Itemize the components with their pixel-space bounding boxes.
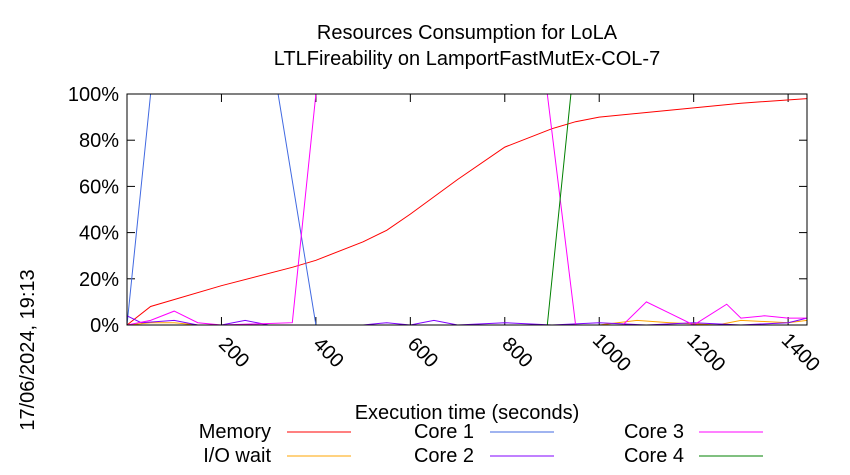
y-tick-label: 60% <box>79 176 119 198</box>
x-tick-label: 1400 <box>777 329 824 376</box>
series-line-memory <box>126 98 808 326</box>
x-tick-label: 400 <box>309 333 348 372</box>
y-axis-ticks: 0% 20% 40% 60% 80% 100% <box>68 84 807 337</box>
chart-subtitle: LTLFireability on LamportFastMutEx-COL-7 <box>274 48 660 70</box>
legend-label: Core 4 <box>624 445 684 467</box>
timestamp-label: 17/06/2024, 19:13 <box>17 269 39 430</box>
y-tick-label: 80% <box>79 130 119 152</box>
legend-label: Core 3 <box>624 421 684 443</box>
legend-label: I/O wait <box>203 445 271 467</box>
plot-frame <box>126 93 808 326</box>
y-tick-label: 100% <box>68 84 119 106</box>
x-tick-label: 1200 <box>682 329 729 376</box>
x-axis-ticks: 200 400 600 800 1000 1200 1400 <box>214 94 824 376</box>
x-tick-label: 200 <box>214 333 253 372</box>
y-tick-label: 0% <box>90 315 119 337</box>
series-line-core-3 <box>126 93 807 326</box>
y-tick-label: 20% <box>79 269 119 291</box>
x-tick-label: 600 <box>403 333 442 372</box>
series-line-core-2 <box>126 315 808 326</box>
chart-title: Resources Consumption for LoLA <box>317 22 618 44</box>
series-line-core-4 <box>127 93 807 326</box>
series-line-core-1 <box>126 93 807 326</box>
x-tick-label: 1000 <box>588 329 635 376</box>
x-tick-label: 800 <box>497 333 536 372</box>
x-axis-label: Execution time (seconds) <box>355 402 580 424</box>
legend-label: Core 2 <box>414 445 474 467</box>
series-lines <box>126 93 808 326</box>
legend-label: Core 1 <box>414 421 474 443</box>
y-tick-label: 40% <box>79 223 119 245</box>
legend-label: Memory <box>199 421 271 443</box>
